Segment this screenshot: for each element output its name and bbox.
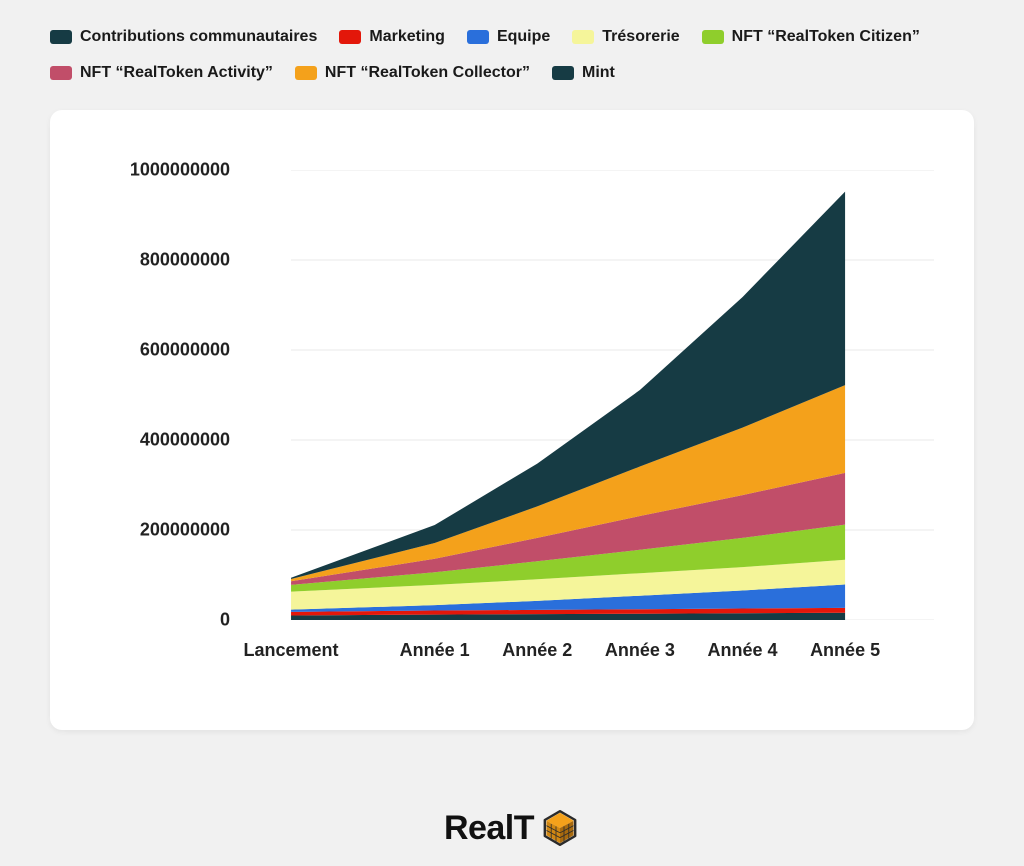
legend-item: Equipe xyxy=(467,28,550,46)
legend-label: Equipe xyxy=(497,28,550,46)
chart-card: 0 200000000 400000000 600000000 800000000 100… xyxy=(50,110,974,730)
legend-label: Marketing xyxy=(369,28,445,46)
legend-swatch xyxy=(50,66,72,80)
legend-swatch xyxy=(467,30,489,44)
legend-swatch xyxy=(572,30,594,44)
legend-label: NFT “RealToken Collector” xyxy=(325,64,530,82)
x-tick-label: Année 4 xyxy=(707,640,777,661)
legend-label: Mint xyxy=(582,64,615,82)
chart-plot xyxy=(250,170,934,620)
legend-swatch xyxy=(552,66,574,80)
legend-label: NFT “RealToken Activity” xyxy=(80,64,273,82)
x-tick-label: Année 5 xyxy=(810,640,880,661)
y-axis-labels: 0 200000000 400000000 600000000 800000000 100… xyxy=(80,150,240,700)
legend-item: NFT “RealToken Activity” xyxy=(50,64,273,82)
legend-label: Contributions communautaires xyxy=(80,28,317,46)
logo-cube-icon xyxy=(540,808,580,848)
x-tick-label: Lancement xyxy=(244,640,339,661)
legend-item: Mint xyxy=(552,64,615,82)
legend-swatch xyxy=(339,30,361,44)
legend-label: Trésorerie xyxy=(602,28,679,46)
y-tick-label: 0 xyxy=(220,610,230,631)
legend-label: NFT “RealToken Citizen” xyxy=(732,28,920,46)
legend-swatch xyxy=(50,30,72,44)
y-tick-label: 1000000000 xyxy=(130,160,230,181)
legend-item: NFT “RealToken Collector” xyxy=(295,64,530,82)
x-axis-labels: LancementAnnée 1Année 2Année 3Année 4Ann… xyxy=(250,640,934,680)
chart-legend: Contributions communautaires Marketing Equ… xyxy=(50,28,974,82)
legend-item: NFT “RealToken Citizen” xyxy=(702,28,920,46)
legend-item: Contributions communautaires xyxy=(50,28,317,46)
x-tick-label: Année 3 xyxy=(605,640,675,661)
legend-swatch xyxy=(295,66,317,80)
x-tick-label: Année 1 xyxy=(400,640,470,661)
legend-item: Trésorerie xyxy=(572,28,679,46)
brand-logo: RealT xyxy=(0,808,1024,848)
logo-text: RealT xyxy=(444,809,534,848)
chart-svg xyxy=(250,170,934,620)
legend-item: Marketing xyxy=(339,28,445,46)
legend-swatch xyxy=(702,30,724,44)
y-tick-label: 600000000 xyxy=(140,340,230,361)
y-tick-label: 200000000 xyxy=(140,520,230,541)
y-tick-label: 400000000 xyxy=(140,430,230,451)
x-tick-label: Année 2 xyxy=(502,640,572,661)
y-tick-label: 800000000 xyxy=(140,250,230,271)
